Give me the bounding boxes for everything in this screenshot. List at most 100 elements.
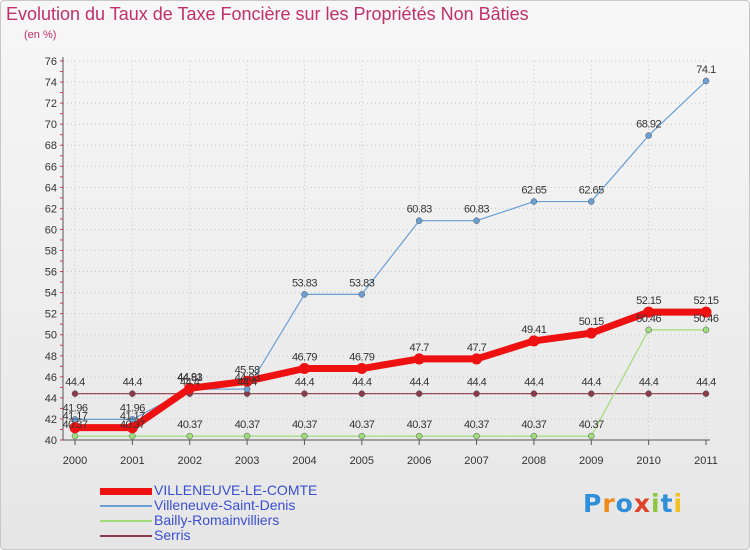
data-point-1 — [588, 198, 595, 205]
chart-title: Evolution du Taux de Taxe Foncière sur l… — [6, 4, 529, 24]
series-line-2 — [74, 329, 707, 437]
proxiti-logo: Proxiti — [583, 489, 683, 518]
y-tick-label: 64 — [45, 182, 57, 194]
data-label-0: 47.7 — [409, 342, 429, 354]
legend-label: Serris — [154, 527, 191, 543]
data-point-1 — [702, 77, 710, 85]
data-label-0: 52.15 — [693, 295, 718, 307]
data-label-3: 44.4 — [524, 377, 544, 389]
y-tick-label: 70 — [45, 119, 57, 131]
y-tick-label: 66 — [45, 161, 57, 173]
data-label-0: 46.79 — [292, 352, 317, 364]
y-tick-label: 54 — [45, 288, 57, 300]
data-label-0: 47.7 — [467, 342, 487, 354]
x-tick-label: 2007 — [464, 455, 488, 467]
data-label-1: 44.83 — [235, 372, 260, 384]
data-label-3: 44.4 — [467, 377, 487, 389]
data-point-1 — [473, 217, 480, 224]
data-point-1 — [645, 132, 652, 139]
data-label-3: 44.4 — [180, 377, 200, 389]
data-point-0 — [585, 327, 597, 339]
y-tick-label: 62 — [45, 203, 57, 215]
data-point-3 — [301, 390, 308, 397]
data-label-2: 40.37 — [521, 419, 546, 431]
data-label-0: 41.17 — [120, 411, 145, 423]
x-tick-label: 2005 — [350, 455, 374, 467]
data-point-3 — [129, 390, 136, 397]
y-tick-label: 74 — [45, 77, 57, 89]
y-tick-label: 56 — [45, 267, 57, 279]
legend-label: Bailly-Romainvilliers — [154, 512, 280, 528]
data-label-1: 53.83 — [292, 277, 317, 289]
data-point-3 — [358, 390, 366, 397]
data-point-2 — [588, 432, 595, 440]
x-tick-label: 2000 — [63, 455, 87, 467]
data-point-0 — [471, 353, 483, 365]
logo-letter: r — [602, 489, 616, 518]
series-line-0 — [71, 308, 710, 432]
data-point-1 — [301, 291, 308, 298]
data-label-2: 40.37 — [464, 419, 489, 431]
y-tick-label: 40 — [45, 435, 57, 447]
x-tick-label: 2008 — [522, 455, 546, 467]
legend-swatch — [100, 535, 152, 537]
data-label-1: 53.83 — [349, 277, 374, 289]
data-label-2: 50.46 — [693, 313, 718, 325]
y-axis-unit: (en %) — [24, 29, 57, 41]
data-label-0: 49.41 — [521, 324, 546, 336]
legend-swatch — [100, 505, 152, 507]
data-point-0 — [69, 422, 81, 434]
data-label-3: 44.4 — [409, 377, 429, 389]
data-label-1: 68.92 — [636, 119, 661, 131]
data-label-3: 44.4 — [696, 377, 716, 389]
data-label-0: 52.15 — [636, 295, 661, 307]
series-layer — [69, 77, 712, 440]
data-point-2 — [645, 326, 652, 334]
data-label-3: 44.4 — [237, 377, 257, 389]
logo-letter: x — [633, 489, 651, 518]
data-point-0 — [184, 382, 196, 394]
data-point-2 — [71, 432, 79, 440]
data-point-0 — [700, 306, 712, 318]
data-point-3 — [415, 390, 423, 397]
data-label-1: 60.83 — [407, 204, 432, 216]
logo-letter: i — [651, 489, 661, 518]
data-label-2: 40.37 — [177, 419, 202, 431]
data-label-1: 41.96 — [120, 402, 145, 414]
data-point-1 — [530, 198, 538, 205]
data-label-1: 60.83 — [464, 204, 489, 216]
data-label-0: 50.15 — [579, 316, 604, 328]
y-tick-label: 50 — [45, 330, 57, 342]
legend-swatch — [100, 520, 152, 522]
data-label-2: 40.37 — [579, 419, 604, 431]
data-point-2 — [702, 326, 710, 334]
data-point-0 — [528, 335, 540, 347]
y-tick-label: 52 — [45, 309, 57, 321]
x-tick-label: 2004 — [292, 455, 316, 467]
data-point-1 — [415, 217, 423, 224]
data-point-0 — [356, 363, 368, 375]
x-tick-label: 2006 — [407, 455, 431, 467]
data-label-3: 44.4 — [639, 377, 659, 389]
legend-label: Villeneuve-Saint-Denis — [154, 497, 296, 513]
data-point-3 — [71, 390, 79, 397]
data-point-3 — [530, 390, 538, 397]
data-point-0 — [413, 353, 425, 365]
data-label-3: 44.4 — [352, 377, 372, 389]
label-layer: 41.17 41.17 44.91 45.58 46.79 46.79 47.7 47.7 49… — [62, 64, 719, 431]
data-label-1: 41.96 — [62, 402, 87, 414]
data-label-2: 40.37 — [349, 419, 374, 431]
x-tick-label: 2003 — [235, 455, 259, 467]
data-point-3 — [645, 390, 652, 397]
legend-label: VILLENEUVE-LE-COMTE — [154, 482, 318, 498]
x-tick-label: 2010 — [636, 455, 660, 467]
logo-letter: t — [660, 489, 674, 518]
data-label-0: 46.79 — [349, 352, 374, 364]
data-label-0: 41.17 — [62, 411, 87, 423]
data-point-0 — [241, 375, 253, 387]
logo-letter: o — [615, 489, 634, 518]
x-tick-label: 2011 — [694, 455, 718, 467]
data-point-2 — [129, 432, 136, 440]
